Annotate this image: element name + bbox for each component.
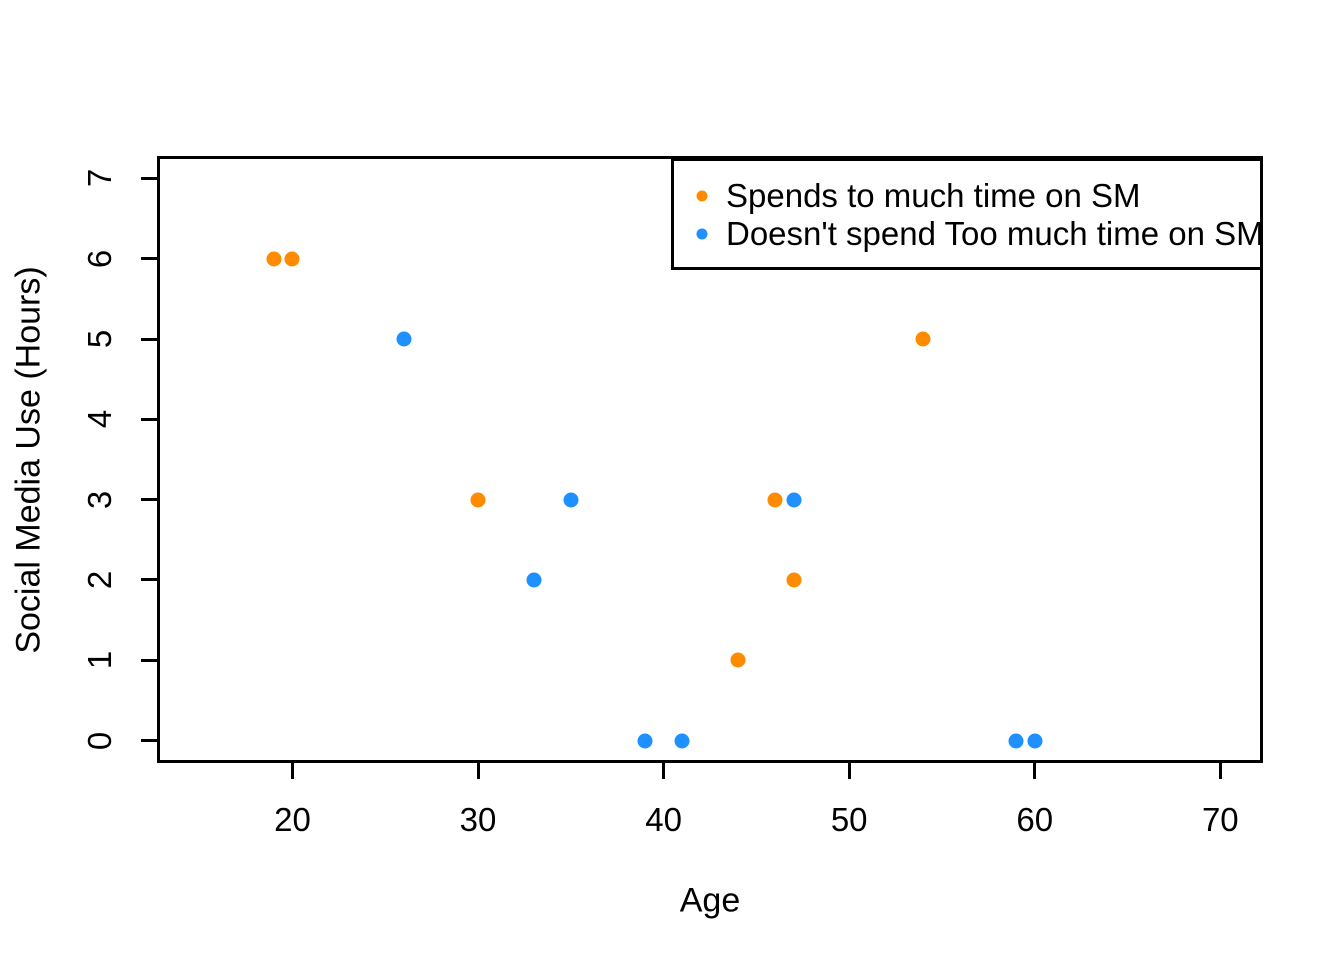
x-tick bbox=[476, 763, 480, 779]
x-tick-label: 70 bbox=[1201, 801, 1239, 838]
data-point bbox=[526, 572, 542, 588]
data-point bbox=[284, 251, 300, 267]
y-tick bbox=[141, 337, 157, 341]
y-tick bbox=[141, 176, 157, 180]
data-point bbox=[730, 652, 746, 668]
data-point bbox=[470, 492, 486, 508]
data-point bbox=[674, 733, 690, 749]
plot-area bbox=[157, 156, 1263, 763]
x-tick-label: 20 bbox=[274, 801, 311, 838]
legend: Spends to much time on SM Doesn't spend T… bbox=[671, 158, 1264, 270]
data-point bbox=[786, 492, 801, 508]
data-point bbox=[563, 492, 579, 508]
data-point bbox=[396, 331, 412, 347]
data-point bbox=[1027, 733, 1043, 749]
y-tick-label: 4 bbox=[81, 410, 118, 429]
y-tick-label: 2 bbox=[81, 570, 118, 590]
data-point bbox=[767, 492, 783, 508]
x-tick bbox=[290, 763, 294, 779]
x-tick-label: 40 bbox=[645, 801, 682, 838]
x-tick-label: 50 bbox=[830, 801, 868, 838]
y-tick-label: 5 bbox=[81, 329, 118, 349]
data-point bbox=[915, 331, 931, 347]
y-tick bbox=[141, 257, 157, 261]
y-tick bbox=[141, 498, 157, 502]
y-tick bbox=[141, 578, 157, 582]
y-tick-label: 0 bbox=[81, 731, 118, 750]
y-tick-label: 6 bbox=[81, 249, 118, 268]
legend-marker-icon bbox=[696, 190, 708, 202]
y-axis-title: Social Media Use (Hours) bbox=[9, 266, 48, 654]
y-tick bbox=[141, 739, 157, 743]
y-tick bbox=[141, 658, 157, 662]
legend-item-label: Spends to much time on SM bbox=[726, 177, 1141, 214]
x-tick-label: 30 bbox=[459, 801, 497, 838]
y-tick-label: 7 bbox=[81, 169, 118, 188]
x-tick bbox=[1218, 763, 1222, 779]
data-point bbox=[786, 572, 801, 588]
data-point bbox=[266, 251, 282, 267]
x-tick-label: 60 bbox=[1016, 801, 1054, 838]
x-axis-title: Age bbox=[679, 881, 741, 920]
data-point bbox=[1008, 733, 1024, 749]
x-tick bbox=[847, 763, 851, 779]
x-tick bbox=[662, 763, 666, 779]
y-tick-label: 3 bbox=[81, 490, 118, 509]
legend-item-label: Doesn't spend Too much time on SM bbox=[726, 215, 1264, 252]
legend-marker-icon bbox=[696, 228, 708, 240]
y-tick-label: 1 bbox=[81, 651, 118, 670]
x-tick bbox=[1033, 763, 1037, 779]
data-point bbox=[637, 733, 653, 749]
y-tick bbox=[141, 417, 157, 421]
